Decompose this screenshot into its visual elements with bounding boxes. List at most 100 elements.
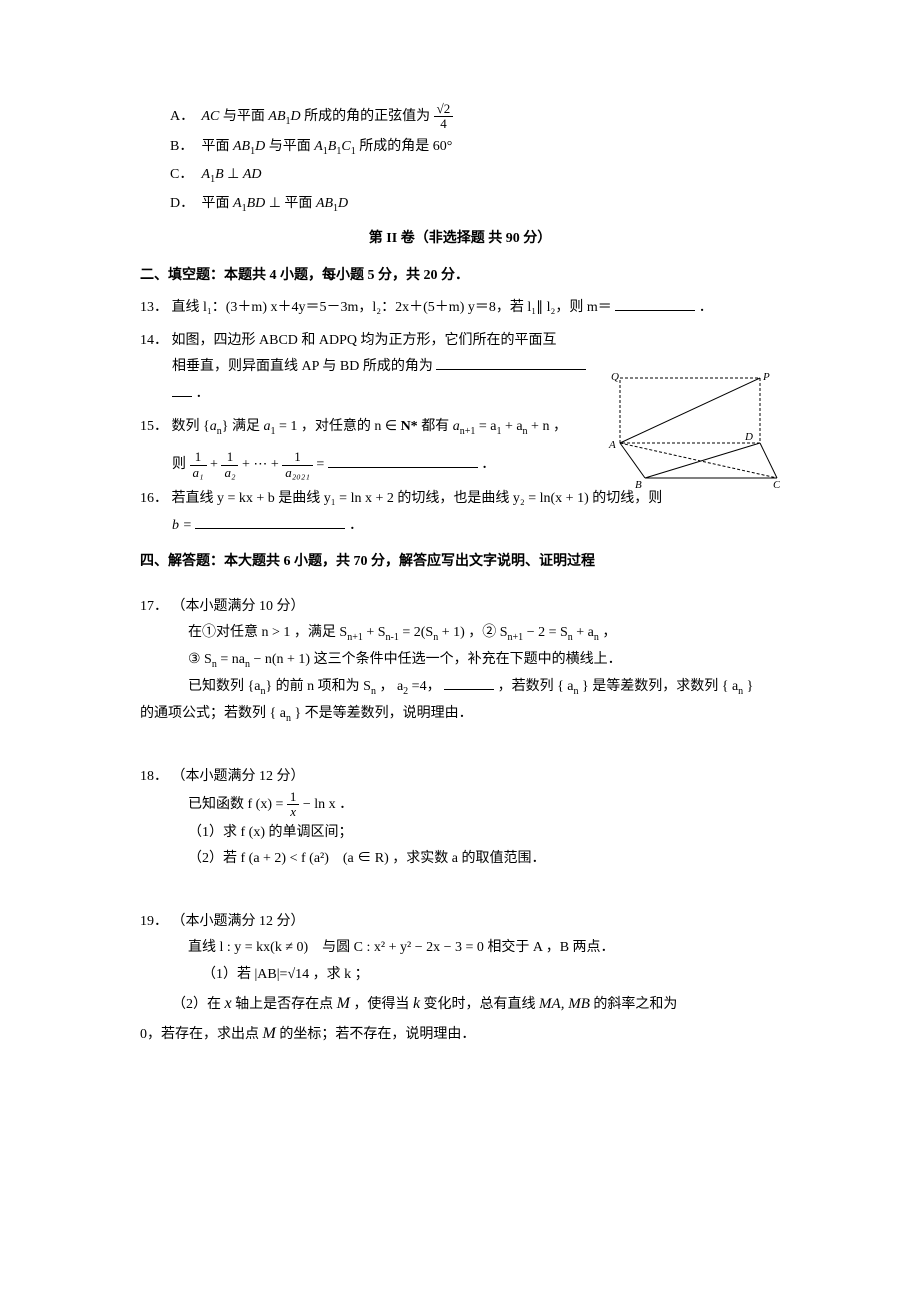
q12-option-d: D． 平面 A1BD ⊥ 平面 AB1D [170,191,780,218]
d: a₂₀₂₁ [282,466,313,480]
t: B [215,167,224,182]
blank [615,296,695,311]
t: ，若数列 { a [494,679,573,694]
num: 13． [140,300,168,315]
t: ，使得当 [353,997,413,1012]
t: M [337,995,350,1012]
pre: 则 [172,457,190,472]
lbl-c: C [773,479,780,488]
q18: 18． （本小题满分 12 分） 已知函数 f (x) = 1 x − ln x… [140,764,780,873]
t: } 的前 n 项和为 S [265,679,371,694]
lbl-b: B [635,479,642,488]
solve-heading: 四、解答题：本大题共 6 小题，共 70 分，解答应写出文字说明、证明过程 [140,549,780,576]
num: √2 [434,102,454,117]
t: 平面 [202,196,234,211]
t: } [743,679,753,694]
t: } 满足 [222,419,264,434]
t: 平面 [202,139,234,154]
t: 与平面 [269,139,315,154]
pre: b = [172,518,195,533]
num: 17． [140,599,168,614]
t: = 1 ，对任意的 n ∈ [275,419,400,434]
num: 14． [140,333,168,348]
num: 19． [140,914,168,929]
text: 直线 l₁：(3＋m) x＋4y＝5－3m，l₂：2x＋(5＋m) y＝8，若 … [172,300,612,315]
n: 1 [190,450,207,465]
t: = a [475,419,496,434]
t: − n(n + 1) 这三个条件中任选一个，补充在下题中的横线上． [250,652,622,667]
t: D [255,139,265,154]
lbl-q: Q [611,371,619,383]
exam-page: A． AC 与平面 AB1D 所成的角的正弦值为 √2 4 B． 平面 AB1D… [0,0,920,1302]
t: 都有 [418,419,453,434]
t: 若直线 y = kx + b 是曲线 y₁ = ln x + 2 的切线，也是曲… [172,491,663,506]
num: 15． [140,419,168,434]
t: A [233,196,242,211]
t: C [341,139,350,154]
l1: 如图，四边形 ABCD 和 ADPQ 均为正方形，它们所在的平面互 [172,333,557,348]
t: + a [501,419,522,434]
l1: 直线 l : y = kx(k ≠ 0) 与圆 C : x² + y² − 2x… [188,935,780,962]
q16: 16． 若直线 y = kx + b 是曲线 y₁ = ln x + 2 的切线… [140,486,780,539]
t: AD [243,167,262,182]
after: ． [349,518,363,533]
t: ⊥ 平面 [269,196,316,211]
d: a₁ [190,466,207,480]
q12-option-b: B． 平面 AB1D 与平面 A1B1C1 所成的角是 60° [170,134,780,161]
num: 18． [140,769,168,784]
t: 轴上是否存在点 [235,997,337,1012]
after: ． [699,300,713,315]
t: 0，若存在，求出点 [140,1027,263,1042]
label: B． [170,134,198,161]
t: = 2(S [399,625,433,640]
t: =4， [408,679,444,694]
pts: （本小题满分 10 分） [172,599,305,614]
blank [328,453,478,468]
label: C． [170,162,198,189]
t: A [314,139,323,154]
t: x [225,995,232,1012]
s: n+1 [460,425,476,436]
l3: （2）若 f (a + 2) < f (a²) (a ∈ R) ，求实数 a 的… [188,846,780,873]
t: 所成的角的正弦值为 [304,109,434,124]
s: n+1 [347,632,363,643]
t: a [453,419,460,434]
blank-cont [172,382,192,397]
t: a [210,419,217,434]
d: a₂ [221,466,238,480]
after: ． [481,457,495,472]
t: N* [401,419,418,434]
t: BD [247,196,266,211]
t: k [413,995,420,1012]
n: 1 [221,450,238,465]
t: + S [363,625,386,640]
t: （2）在 [172,997,225,1012]
t: AB [268,109,285,124]
f3: 1 a₂₀₂₁ [282,450,313,480]
t: } 是等差数列，求数列 { a [579,679,739,694]
t: 在①对任意 n > 1 ，满足 S [188,625,347,640]
fraction: √2 4 [434,102,454,132]
part2-title: 第 II 卷（非选择题 共 90 分） [140,226,780,253]
l3: ． [196,386,210,401]
l2: （1）求 f (x) 的单调区间； [188,820,780,847]
t: 60° [433,139,453,154]
fill-heading: 二、填空题：本题共 4 小题，每小题 5 分，共 20 分． [140,263,780,290]
s: 1 [351,145,356,156]
pts: （本小题满分 12 分） [172,914,305,929]
t: ， [599,625,617,640]
t: 数列 { [172,419,210,434]
den: 4 [434,117,454,131]
p: + ⋯ + [242,457,282,472]
t: 的斜率之和为 [593,997,677,1012]
f1: 1 a₁ [190,450,207,480]
frac: 1 x [287,790,300,820]
lbl-d: D [744,431,753,443]
blank [195,514,345,529]
t: AB [316,196,333,211]
s: n+1 [508,632,524,643]
t: D [338,196,348,211]
s: n-1 [386,632,399,643]
t: ⊥ [227,167,243,182]
q19: 19． （本小题满分 12 分） 直线 l : y = kx(k ≠ 0) 与圆… [140,909,780,1050]
